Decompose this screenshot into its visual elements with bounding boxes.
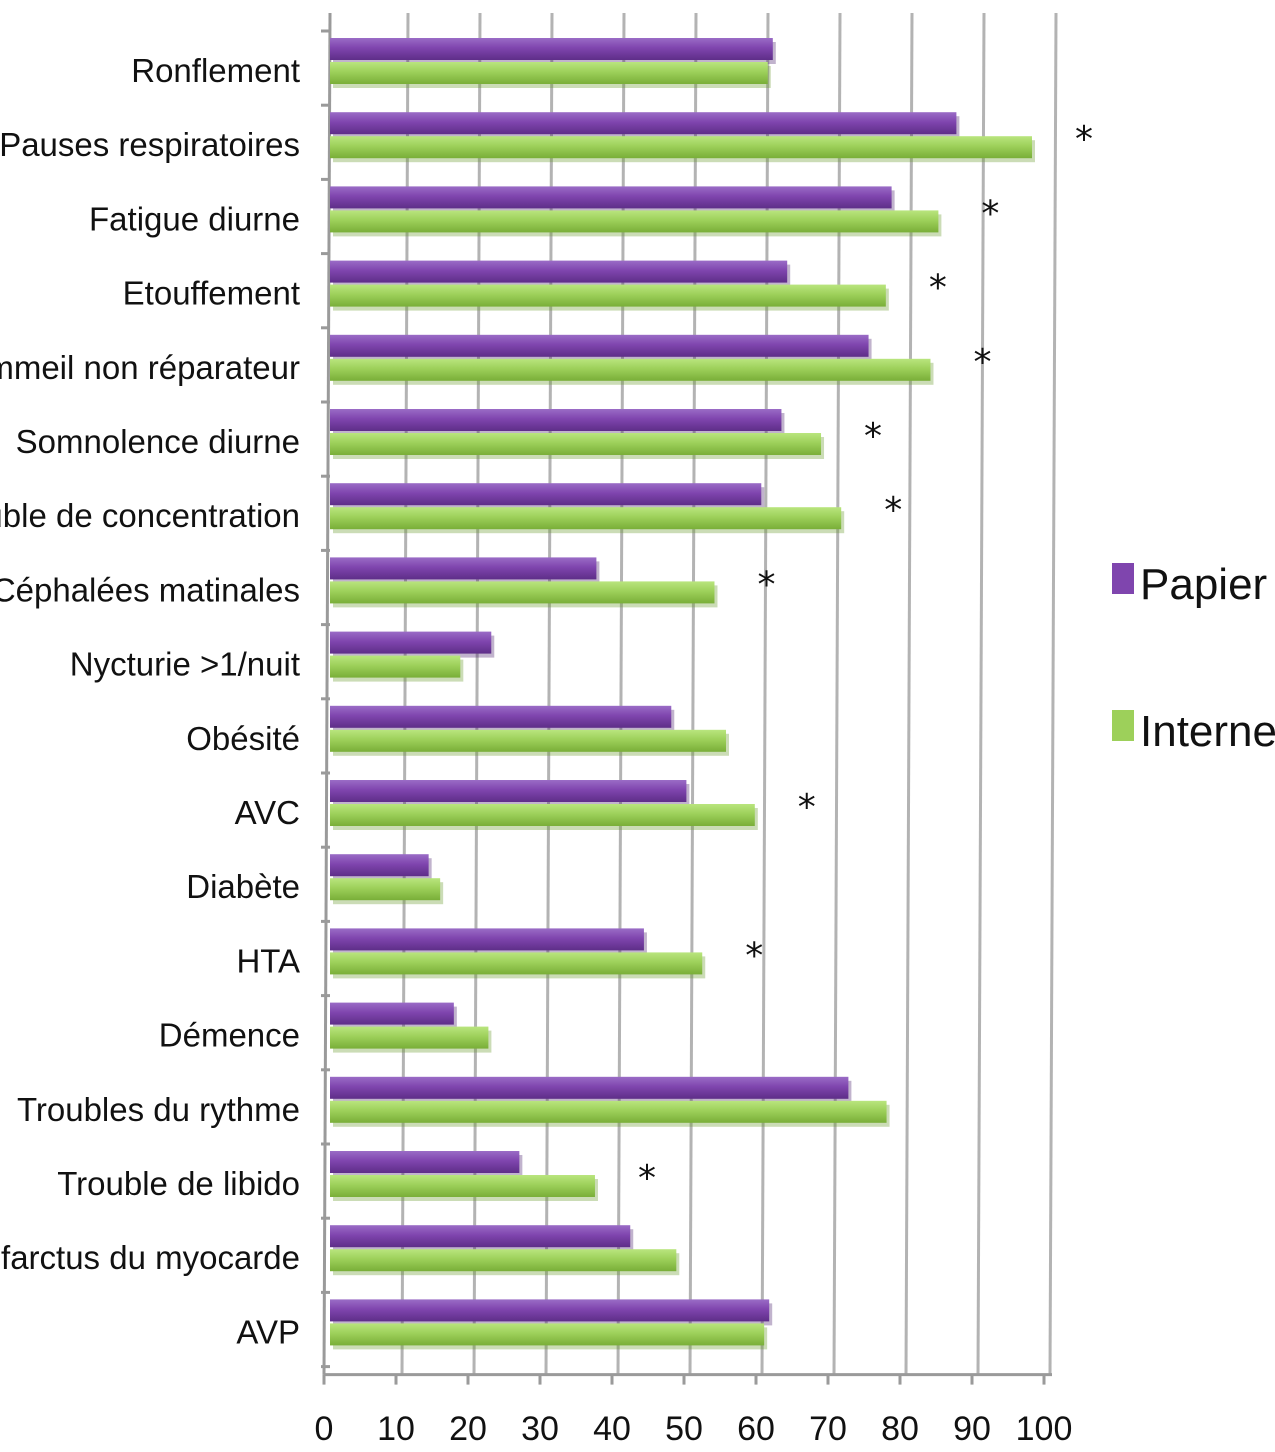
bar-papier: [330, 334, 869, 357]
gridline: [472, 12, 482, 1375]
bar-internet: [330, 655, 461, 678]
significance-marker: *: [981, 193, 999, 234]
significance-marker: *: [1075, 119, 1093, 160]
category-label: Troubles du rythme: [17, 1091, 300, 1128]
bar-papier: [330, 483, 762, 506]
category-label: Pauses respiratoires: [0, 126, 300, 163]
category-label: AVP: [236, 1313, 300, 1350]
significance-marker: *: [745, 935, 763, 976]
bar-internet: [330, 804, 755, 826]
x-tick-label: 50: [665, 1410, 703, 1448]
x-tick-label: 20: [449, 1410, 487, 1448]
bar-internet: [330, 581, 715, 604]
category-label: Diabète: [186, 868, 300, 905]
legend-label-internet: Internet: [1140, 707, 1275, 756]
bar-papier: [330, 260, 788, 283]
significance-marker: *: [929, 268, 947, 309]
bar-internet: [330, 62, 768, 84]
bar-internet: [330, 1100, 887, 1123]
bar-internet: [330, 1175, 595, 1197]
gridline: [544, 12, 554, 1375]
x-tick-label: 100: [1016, 1410, 1073, 1448]
category-label: Etouffement: [123, 275, 300, 312]
bar-papier: [330, 780, 687, 802]
category-label: Ronflement: [131, 52, 300, 89]
gridline: [616, 12, 626, 1375]
bar-internet: [330, 729, 726, 752]
significance-marker: *: [884, 490, 902, 531]
bar-papier: [330, 631, 492, 654]
bar-papier: [330, 928, 644, 951]
legend-label-papier: Papier: [1140, 560, 1267, 609]
gridline: [760, 12, 770, 1375]
category-label: Trouble de libido: [57, 1165, 300, 1202]
bar-papier: [330, 409, 782, 431]
significance-marker: *: [798, 787, 816, 828]
significance-marker: *: [638, 1158, 656, 1199]
bar-papier: [330, 705, 672, 728]
bar-papier: [330, 1151, 520, 1173]
x-tick-label: 30: [521, 1410, 559, 1448]
category-label: AVC: [235, 794, 300, 831]
bar-internet: [330, 1026, 489, 1049]
bar-papier: [330, 1076, 849, 1099]
bar-papier: [330, 38, 773, 60]
bar-papier: [330, 112, 957, 135]
category-label: Céphalées matinales: [0, 571, 300, 608]
bar-internet: [330, 1323, 765, 1346]
gridline: [1048, 12, 1058, 1375]
legend-swatch-papier: [1112, 563, 1134, 594]
bar-papier: [330, 1299, 770, 1322]
category-label: Somnolence diurne: [16, 423, 300, 460]
significance-marker: *: [973, 342, 991, 383]
gridline: [400, 12, 410, 1375]
category-label: Trouble de concentration: [0, 497, 300, 534]
gridline: [976, 12, 986, 1375]
legend: Papier Internet: [1112, 560, 1275, 756]
x-tick-label: 40: [593, 1410, 631, 1448]
bar-papier: [330, 1002, 454, 1025]
significance-marker: *: [864, 416, 882, 457]
category-label: Obésité: [186, 720, 300, 757]
significance-markers: **********: [638, 119, 1093, 1199]
gridline: [688, 12, 698, 1375]
bar-internet: [330, 1249, 677, 1272]
bar-papier: [330, 854, 429, 877]
bar-internet: [330, 952, 703, 975]
x-tick-label: 90: [953, 1410, 991, 1448]
axes: [321, 12, 1052, 1385]
category-labels: Ronflement Pauses respiratoires Fatigue di…: [0, 52, 300, 1350]
category-label: Fatigue diurne: [89, 200, 300, 237]
bars: [330, 38, 1035, 1350]
y-axis-line: [322, 12, 332, 1375]
gridlines: [400, 12, 1058, 1375]
significance-marker: *: [757, 564, 775, 605]
x-tick-label: 70: [809, 1410, 847, 1448]
x-tick-label: 0: [315, 1410, 334, 1448]
bar-internet: [330, 284, 886, 307]
x-tick-label: 60: [737, 1410, 775, 1448]
bar-internet: [330, 433, 822, 455]
category-label: Démence: [159, 1017, 300, 1054]
bar-internet: [330, 507, 842, 530]
category-label: Infarctus du myocarde: [0, 1239, 300, 1276]
bar-internet: [330, 210, 939, 233]
gridline: [832, 12, 842, 1375]
gridline: [904, 12, 914, 1375]
bar-internet: [330, 136, 1032, 159]
bar-papier: [330, 186, 892, 209]
x-tick-label: 80: [881, 1410, 919, 1448]
category-label: Sommeil non réparateur: [0, 349, 300, 386]
x-tick-labels: 0 10 20 30 40 50 60 70 80 90 100: [315, 1410, 1073, 1448]
bar-papier: [330, 1225, 631, 1248]
bar-internet: [330, 358, 931, 381]
bar-papier: [330, 557, 597, 580]
category-label: Nycturie >1/nuit: [70, 646, 300, 683]
bar-internet: [330, 878, 441, 901]
legend-swatch-internet: [1112, 710, 1134, 741]
category-label: HTA: [236, 942, 300, 979]
x-tick-label: 10: [377, 1410, 415, 1448]
